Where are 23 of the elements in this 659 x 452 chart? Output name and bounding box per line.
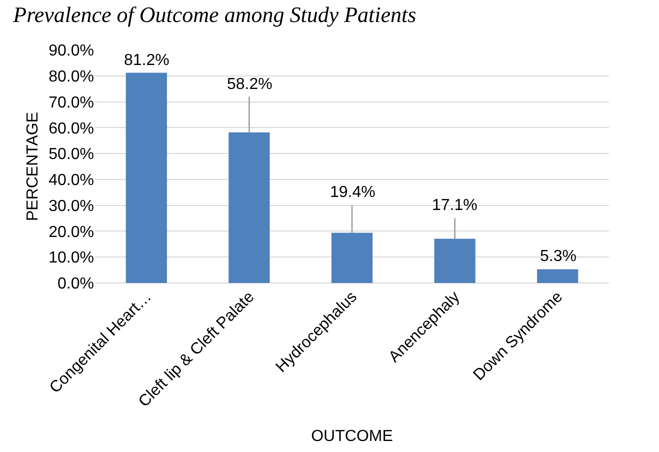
- y-tick-label: 50.0%: [48, 146, 94, 164]
- data-label: 81.2%: [124, 52, 170, 69]
- chart-title: Prevalence of Outcome among Study Patients: [12, 2, 416, 28]
- y-tick-label: 40.0%: [48, 172, 94, 190]
- bar: [126, 72, 167, 283]
- bar: [537, 269, 578, 283]
- data-label: 17.1%: [432, 197, 478, 214]
- bar: [434, 238, 476, 283]
- data-label: 19.4%: [330, 184, 376, 201]
- y-tick-label: 0.0%: [58, 276, 94, 293]
- y-tick-label: 80.0%: [48, 68, 94, 86]
- y-tick-label: 10.0%: [48, 250, 94, 267]
- y-tick-label: 70.0%: [48, 94, 94, 112]
- y-tick-label: 20.0%: [48, 224, 94, 241]
- data-label: 58.2%: [227, 76, 272, 93]
- y-axis-title: PERCENTAGE: [24, 112, 42, 222]
- bar: [331, 232, 373, 283]
- bar: [228, 132, 270, 283]
- y-tick-label: 90.0%: [48, 42, 94, 60]
- y-tick-label: 60.0%: [48, 120, 94, 138]
- x-axis-title: OUTCOME: [311, 428, 393, 446]
- y-tick-label: 30.0%: [48, 198, 94, 215]
- data-label: 5.3%: [540, 248, 576, 265]
